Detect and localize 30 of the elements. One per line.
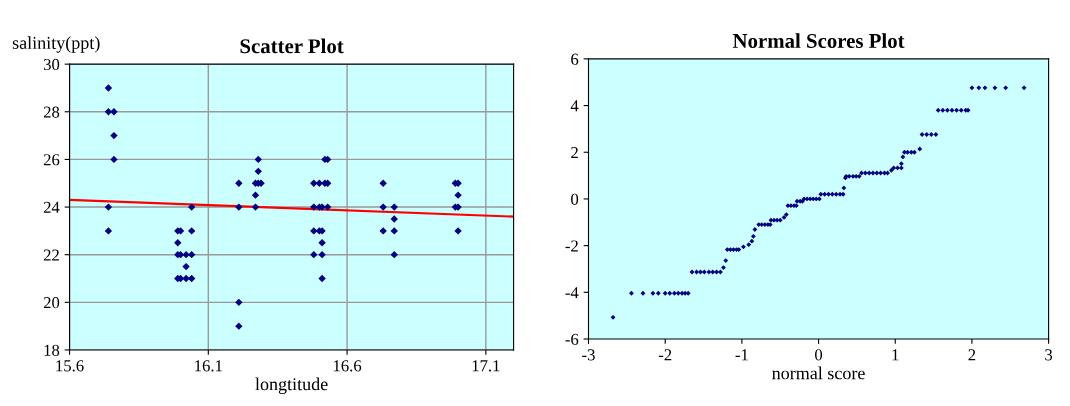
x-tick-label: -2 [658, 349, 672, 361]
y-tick-label: -2 [565, 240, 578, 252]
y-axis-title: salinity(ppt) [12, 36, 100, 53]
x-axis-title: normal score [772, 366, 865, 380]
y-tick-label: 4 [570, 100, 579, 112]
x-tick-label: 1 [892, 349, 899, 361]
chart-title: Scatter Plot [240, 38, 344, 54]
x-tick-label: 3 [1045, 349, 1053, 361]
x-axis-title: longtitude [255, 377, 328, 395]
y-tick-label: -4 [565, 287, 579, 299]
y-tick-label: 26 [43, 154, 60, 166]
x-tick-label: 2 [968, 349, 976, 361]
y-tick-label: 2 [571, 147, 578, 159]
y-tick-label: 30 [43, 58, 60, 71]
x-tick-label: 15.6 [56, 360, 84, 372]
y-tick-label: 24 [43, 201, 60, 213]
y-tick-label: 20 [43, 297, 60, 309]
x-tick-label: 16.1 [195, 360, 222, 372]
x-tick-label: 17.1 [472, 360, 500, 372]
y-tick-label: 22 [43, 249, 59, 261]
y-tick-label: 0 [571, 193, 579, 205]
x-tick-label: 0 [815, 349, 823, 361]
y-tick-label: 6 [571, 53, 579, 65]
y-tick-label: 28 [43, 106, 60, 118]
y-tick-label: -6 [565, 333, 579, 345]
x-tick-label: -1 [735, 349, 748, 361]
x-tick-label: -3 [582, 349, 595, 361]
x-tick-label: 16.6 [333, 360, 362, 372]
y-tick-label: 18 [44, 344, 60, 356]
chart-title: Normal Scores Plot [732, 33, 905, 48]
